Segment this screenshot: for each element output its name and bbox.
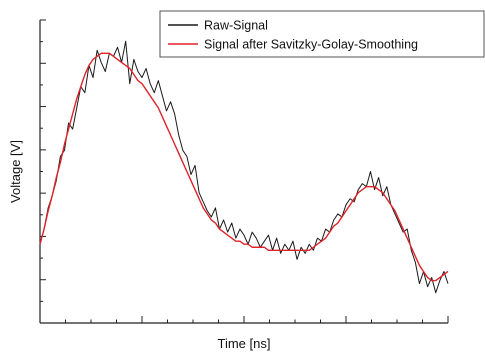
legend-label-raw-signal: Raw-Signal	[204, 19, 268, 33]
y-axis-label: Voltage [V]	[8, 140, 23, 203]
series-layer	[39, 40, 449, 294]
legend-label-smoothed-signal: Signal after Savitzky-Golay-Smoothing	[204, 38, 418, 52]
smoothed-signal-line	[39, 52, 449, 282]
plot-axes	[39, 20, 448, 324]
raw-signal-line	[39, 40, 449, 294]
legend: Raw-Signal Signal after Savitzky-Golay-S…	[159, 10, 485, 58]
legend-box	[159, 10, 485, 58]
x-axis-label: Time [ns]	[218, 336, 271, 351]
axis-ticks	[39, 19, 449, 324]
